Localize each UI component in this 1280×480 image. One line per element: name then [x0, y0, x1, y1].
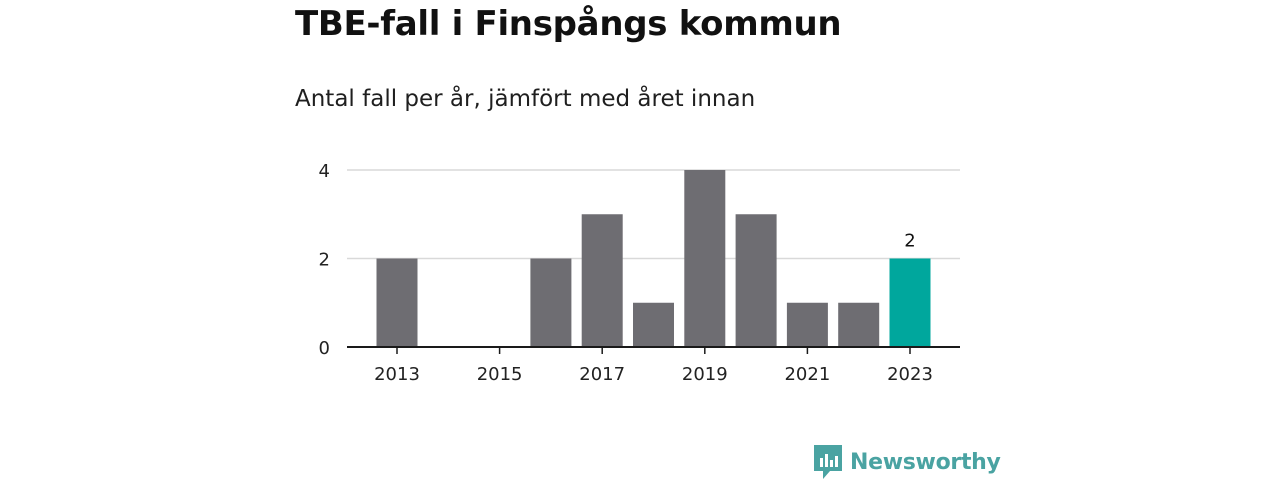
x-tick-label: 2019	[682, 364, 728, 385]
x-tick-label: 2013	[374, 364, 420, 385]
newsworthy-logo: Newsworthy	[814, 445, 1001, 479]
y-tick-label: 4	[319, 161, 330, 182]
bar	[684, 170, 726, 347]
newsworthy-logo-text: Newsworthy	[850, 449, 1001, 475]
data-label: 2	[904, 231, 915, 252]
chart-subtitle: Antal fall per år, jämfört med året inna…	[295, 86, 756, 112]
x-tick-label: 2021	[784, 364, 830, 385]
bar	[530, 258, 572, 347]
x-tick-label: 2023	[887, 364, 933, 385]
bar	[786, 302, 828, 347]
y-tick-label: 0	[319, 338, 330, 359]
x-tick-label: 2015	[477, 364, 523, 385]
bar	[633, 302, 674, 347]
bar	[838, 302, 880, 347]
bar	[889, 258, 931, 347]
x-tick-label: 2017	[579, 364, 625, 385]
newsworthy-logo-icon	[814, 445, 842, 479]
bar	[581, 214, 623, 347]
y-tick-label: 2	[319, 250, 330, 271]
bar	[376, 258, 418, 347]
chart-title: TBE-fall i Finspångs kommun	[295, 4, 842, 44]
bar	[735, 214, 777, 347]
